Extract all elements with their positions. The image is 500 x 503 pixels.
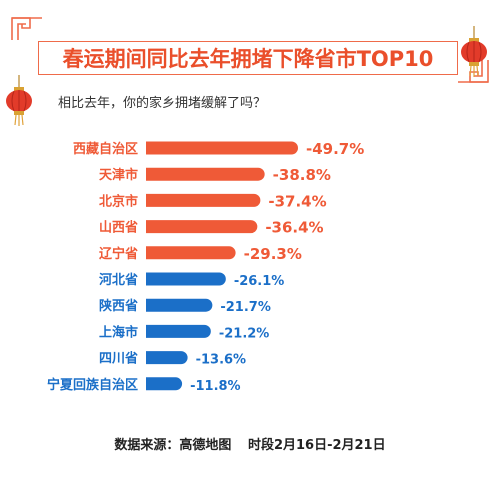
value-label: -11.8% <box>190 379 241 394</box>
value-label: -37.4% <box>268 192 326 210</box>
value-label: -13.6% <box>196 353 247 368</box>
bar <box>146 298 213 312</box>
bar-row: 河北省 -26.1% <box>99 272 284 289</box>
category-label: 四川省 <box>99 351 138 367</box>
chart-subtitle: 相比去年，你的家乡拥堵缓解了吗？ <box>58 96 267 111</box>
bar <box>146 377 183 391</box>
lantern-right <box>461 26 487 77</box>
bar-row: 天津市 -38.8% <box>99 166 331 184</box>
category-label: 上海市 <box>99 324 138 340</box>
bar-row: 上海市 -21.2% <box>99 324 269 341</box>
bar <box>146 351 188 365</box>
category-label: 河北省 <box>99 272 138 288</box>
bar-row: 四川省 -13.6% <box>99 351 246 368</box>
value-label: -29.3% <box>244 245 302 263</box>
source-period: 时段2月16日-2月21日 <box>247 438 386 453</box>
bar-row: 山西省 -36.4% <box>99 219 324 237</box>
bar <box>146 324 211 338</box>
bar <box>146 141 299 155</box>
bar-row: 陕西省 -21.7% <box>99 298 271 315</box>
bar-row: 西藏自治区 -49.7% <box>73 140 364 158</box>
category-label: 北京市 <box>99 193 138 209</box>
category-label: 天津市 <box>99 167 138 183</box>
value-label: -21.7% <box>220 300 271 315</box>
category-label: 辽宁省 <box>99 246 138 262</box>
category-label: 山西省 <box>99 220 138 236</box>
bar-row: 宁夏回族自治区 -11.8% <box>47 377 241 394</box>
source-label: 数据来源：高德地图 <box>114 438 232 453</box>
bar <box>146 220 258 234</box>
corner-pattern-top-left <box>11 17 42 40</box>
category-label: 宁夏回族自治区 <box>47 377 138 393</box>
value-label: -49.7% <box>306 140 364 158</box>
bar <box>146 167 265 181</box>
value-label: -21.2% <box>219 326 270 341</box>
category-label: 陕西省 <box>99 298 138 314</box>
lantern-left <box>6 75 32 126</box>
chart-title: 春运期间同比去年拥堵下降省市TOP10 <box>62 47 434 71</box>
bar <box>146 246 236 260</box>
source-note: 数据来源：高德地图 时段2月16日-2月21日 <box>0 434 500 453</box>
bar-row: 北京市 -37.4% <box>99 192 327 210</box>
value-label: -36.4% <box>265 219 323 237</box>
value-label: -26.1% <box>234 274 285 289</box>
bar <box>146 193 261 207</box>
bar <box>146 272 226 286</box>
bar-row: 辽宁省 -29.3% <box>99 245 302 263</box>
category-label: 西藏自治区 <box>73 141 138 157</box>
title-box: 春运期间同比去年拥堵下降省市TOP10 <box>38 41 458 75</box>
value-label: -38.8% <box>273 166 331 184</box>
